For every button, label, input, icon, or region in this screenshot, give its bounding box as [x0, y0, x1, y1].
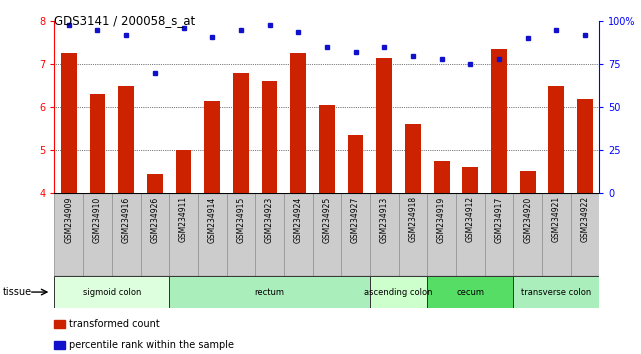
Bar [90, 94, 105, 193]
Bar [83, 193, 112, 276]
Bar [169, 193, 198, 276]
Text: GSM234920: GSM234920 [523, 196, 532, 242]
Bar [577, 98, 593, 193]
Text: GSM234918: GSM234918 [408, 196, 417, 242]
Bar [434, 161, 449, 193]
Bar [204, 101, 220, 193]
Bar [462, 167, 478, 193]
Bar [370, 276, 428, 308]
Bar [262, 81, 278, 193]
Text: cecum: cecum [456, 287, 485, 297]
Text: GSM234924: GSM234924 [294, 196, 303, 242]
Bar [399, 193, 428, 276]
Bar [198, 193, 226, 276]
Text: GSM234926: GSM234926 [151, 196, 160, 242]
Bar [456, 193, 485, 276]
Bar [428, 276, 513, 308]
Bar [513, 276, 599, 308]
Text: GDS3141 / 200058_s_at: GDS3141 / 200058_s_at [54, 14, 196, 27]
Bar [290, 53, 306, 193]
Bar [140, 193, 169, 276]
Text: GSM234911: GSM234911 [179, 196, 188, 242]
Text: transverse colon: transverse colon [521, 287, 592, 297]
Text: rectum: rectum [254, 287, 285, 297]
Text: GSM234919: GSM234919 [437, 196, 446, 242]
Bar [61, 53, 77, 193]
Text: GSM234912: GSM234912 [466, 196, 475, 242]
Bar [570, 193, 599, 276]
Bar [169, 276, 370, 308]
Text: GSM234923: GSM234923 [265, 196, 274, 242]
Bar [112, 193, 140, 276]
Bar [491, 49, 507, 193]
Bar [176, 150, 192, 193]
Text: GSM234909: GSM234909 [64, 196, 73, 242]
Bar [319, 105, 335, 193]
Bar [428, 193, 456, 276]
Text: ascending colon: ascending colon [364, 287, 433, 297]
Bar [284, 193, 313, 276]
Bar [542, 193, 570, 276]
Text: tissue: tissue [3, 287, 32, 297]
Text: sigmoid colon: sigmoid colon [83, 287, 141, 297]
Bar [341, 193, 370, 276]
Text: GSM234927: GSM234927 [351, 196, 360, 242]
Text: GSM234914: GSM234914 [208, 196, 217, 242]
Bar [54, 193, 83, 276]
Bar [513, 193, 542, 276]
Bar [313, 193, 341, 276]
Bar [119, 86, 134, 193]
Text: percentile rank within the sample: percentile rank within the sample [69, 340, 233, 350]
Bar [549, 86, 564, 193]
Bar [255, 193, 284, 276]
Bar [147, 173, 163, 193]
Bar [226, 193, 255, 276]
Text: GSM234925: GSM234925 [322, 196, 331, 242]
Bar [405, 124, 421, 193]
Bar [376, 58, 392, 193]
Text: GSM234913: GSM234913 [379, 196, 388, 242]
Bar [233, 73, 249, 193]
Text: GSM234921: GSM234921 [552, 196, 561, 242]
Text: GSM234915: GSM234915 [237, 196, 246, 242]
Text: GSM234917: GSM234917 [494, 196, 503, 242]
Text: GSM234922: GSM234922 [581, 196, 590, 242]
Bar [485, 193, 513, 276]
Bar [370, 193, 399, 276]
Bar [520, 171, 535, 193]
Text: transformed count: transformed count [69, 319, 160, 329]
Text: GSM234916: GSM234916 [122, 196, 131, 242]
Bar [347, 135, 363, 193]
Text: GSM234910: GSM234910 [93, 196, 102, 242]
Bar [54, 276, 169, 308]
